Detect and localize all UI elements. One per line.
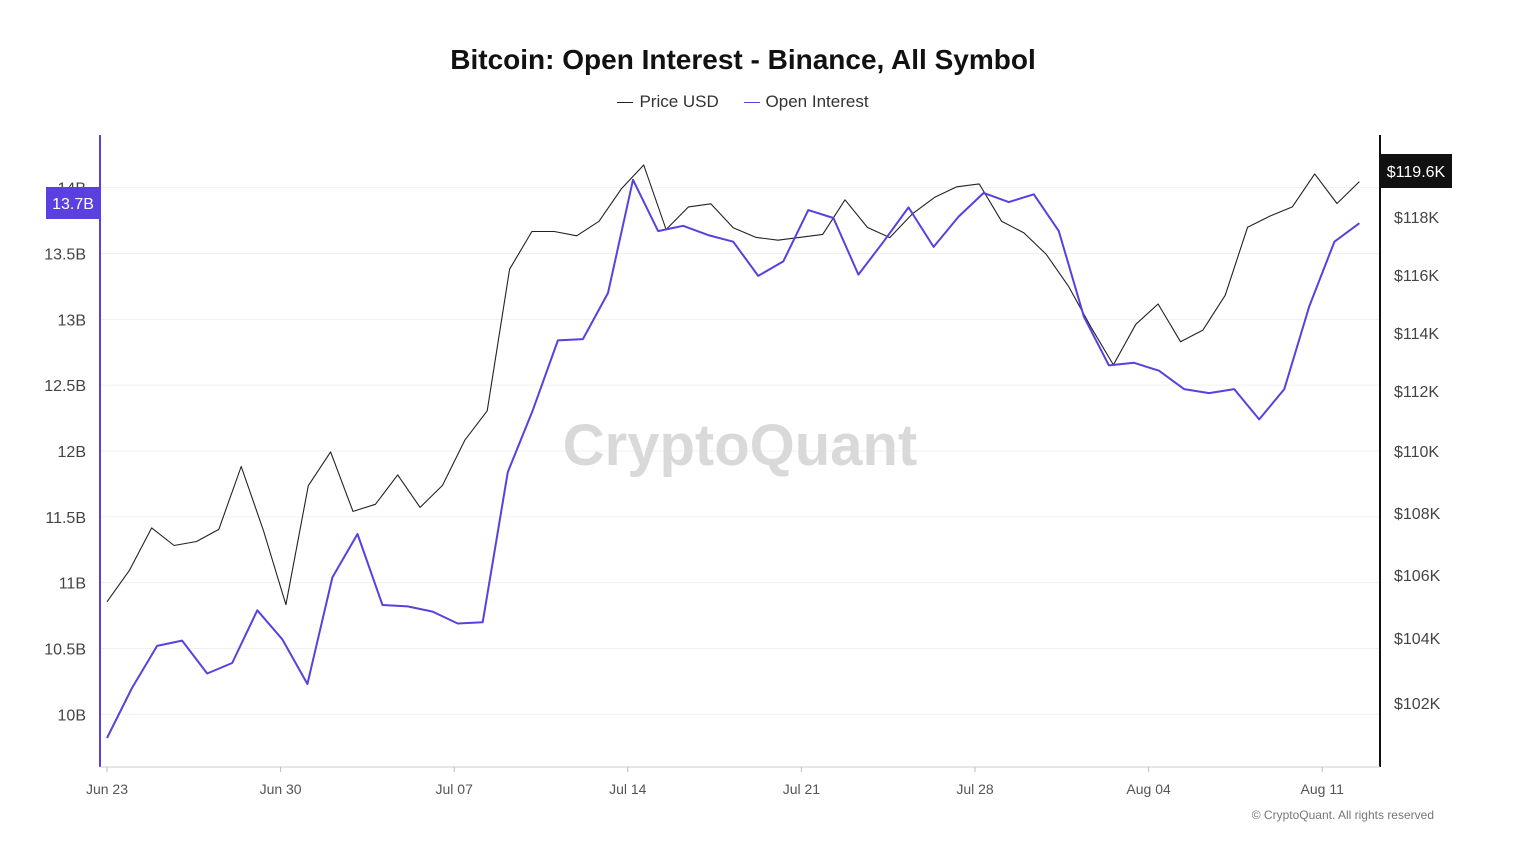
y-right-tick-label: $108K xyxy=(1394,506,1441,523)
y-right-tick-label: $114K xyxy=(1394,326,1439,343)
series xyxy=(106,164,1360,739)
legend-label-price: Price USD xyxy=(639,92,719,111)
x-tick-label: Jul 07 xyxy=(436,781,474,797)
y-left-tick-label: 11.5B xyxy=(45,510,86,527)
x-tick-label: Jul 14 xyxy=(609,781,647,797)
y-left-tick-label: 12B xyxy=(58,444,86,461)
y-right-tick-label: $112K xyxy=(1394,384,1439,401)
x-tick-label: Jun 23 xyxy=(86,781,128,797)
price-last-value-badge xyxy=(1381,154,1452,188)
axes xyxy=(99,135,1381,772)
y-right-tick-label: $118K xyxy=(1394,210,1439,227)
y-right-tick-label: $102K xyxy=(1394,696,1441,713)
watermark-text: CryptoQuant xyxy=(563,413,917,478)
y-right-tick-label: $116K xyxy=(1394,268,1439,285)
price-last-value-text: $119.6K xyxy=(1387,164,1446,181)
y-right-tick-label: $106K xyxy=(1394,568,1441,585)
x-tick-label: Aug 04 xyxy=(1126,781,1171,797)
open-interest-line xyxy=(106,178,1360,739)
y-right-tick-label: $110K xyxy=(1394,444,1439,461)
x-tick-label: Jun 30 xyxy=(260,781,302,797)
x-tick-label: Jul 28 xyxy=(956,781,994,797)
price-usd-line xyxy=(106,164,1360,606)
x-tick-label: Aug 11 xyxy=(1301,781,1345,797)
legend-item-price[interactable]: Price USD xyxy=(617,92,719,112)
copyright-text: © CryptoQuant. All rights reserved xyxy=(1252,808,1434,822)
legend: Price USD Open Interest xyxy=(0,92,1486,112)
chart-title: Bitcoin: Open Interest - Binance, All Sy… xyxy=(450,44,1036,75)
legend-item-open-interest[interactable]: Open Interest xyxy=(743,92,869,112)
y-left-tick-label: 12.5B xyxy=(44,378,86,395)
legend-label-open-interest: Open Interest xyxy=(765,92,869,111)
legend-swatch-price xyxy=(617,102,634,104)
y-left-tick-label: 13.5B xyxy=(44,247,86,264)
y-right-tick-label: $104K xyxy=(1394,631,1441,648)
y-left-tick-label: 11B xyxy=(59,576,86,593)
x-tick-label: Jul 21 xyxy=(783,781,821,797)
oi-last-value-badge xyxy=(46,187,100,219)
y-left-tick-label: 10.5B xyxy=(44,642,86,659)
axis-labels: 10B10.5B11B11.5B12B12.5B13B13.5B14B$102K… xyxy=(44,154,1452,797)
y-left-tick-label: 13B xyxy=(58,312,86,329)
legend-swatch-open-interest xyxy=(743,102,760,104)
y-left-tick-label: 10B xyxy=(58,707,86,724)
oi-last-value-text: 13.7B xyxy=(52,196,94,213)
